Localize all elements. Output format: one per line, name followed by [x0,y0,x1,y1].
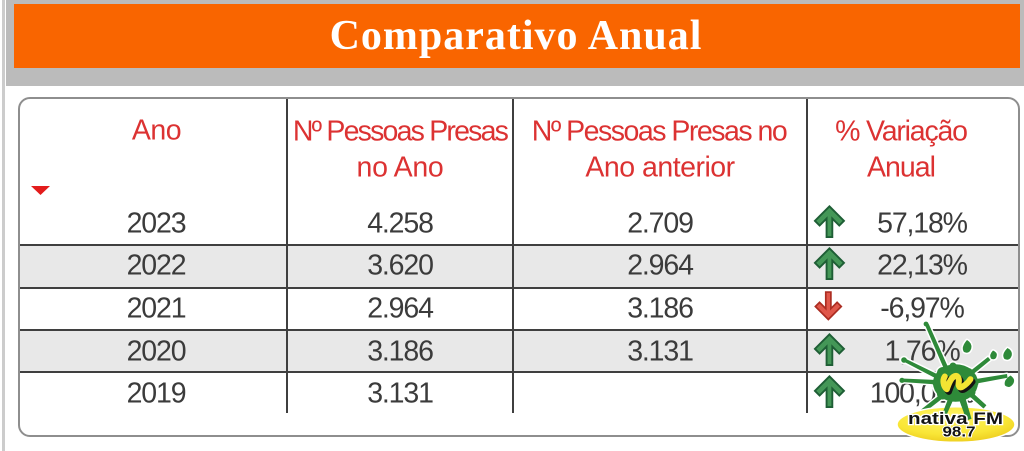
svg-text:98.7: 98.7 [943,424,976,441]
svg-text:nativa FM: nativa FM [908,409,1003,428]
